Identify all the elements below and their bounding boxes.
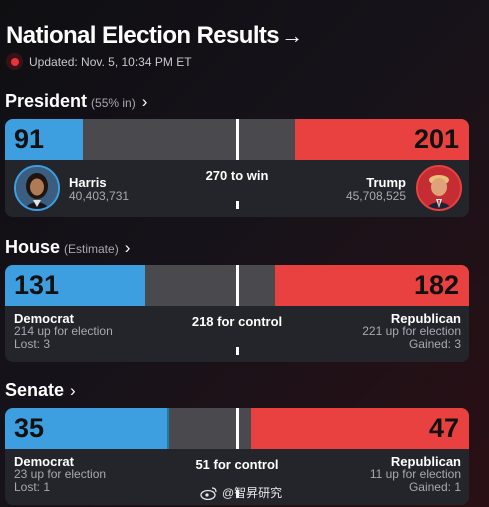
updated-timestamp: Updated: Nov. 5, 10:34 PM ET: [29, 54, 192, 69]
president-reporting: (55% in): [91, 96, 136, 110]
house-rep-party: Republican: [390, 311, 461, 326]
president-section-title[interactable]: President (55% in) ›: [5, 91, 147, 112]
senate-dem-change: Lost: 1: [14, 480, 51, 494]
page-title[interactable]: National Election Results→: [6, 22, 303, 49]
win-threshold-label: 270 to win: [205, 168, 269, 183]
senate-details: 51 for control Democrat 23 up for electi…: [5, 449, 469, 505]
threshold-marker: [236, 265, 239, 306]
senate-independent-segment: [167, 408, 170, 449]
house-dem-up: 214 up for election: [14, 324, 113, 338]
house-rep-change: Gained: 3: [408, 337, 461, 351]
senate-rep-change: Gained: 1: [408, 480, 461, 494]
threshold-marker: [236, 119, 239, 160]
house-dem-change: Lost: 3: [14, 337, 51, 351]
house-label: House: [5, 237, 61, 257]
senate-label: Senate: [5, 380, 65, 400]
house-rep-up: 221 up for election: [362, 324, 461, 338]
trump-votes: 45,708,525: [345, 189, 406, 203]
trump-name: Trump: [366, 175, 406, 190]
page-header[interactable]: National Election Results→: [6, 22, 303, 50]
live-indicator-icon: [6, 53, 23, 70]
house-section-title[interactable]: House (Estimate) ›: [5, 237, 130, 258]
senate-dem-up: 23 up for election: [14, 467, 107, 481]
house-control-threshold: 218 for control: [191, 314, 283, 329]
house-details: 218 for control Democrat 214 up for elec…: [5, 306, 469, 362]
house-dem-segment: [5, 265, 145, 306]
harris-name: Harris: [69, 175, 107, 190]
arrow-right-icon: →: [281, 23, 303, 48]
senate-dem-segment: [5, 408, 168, 449]
update-status: Updated: Nov. 5, 10:34 PM ET: [6, 53, 192, 70]
senate-dem-party: Democrat: [14, 454, 74, 469]
senate-rep-party: Republican: [390, 454, 461, 469]
house-estimate-note: (Estimate): [64, 242, 119, 256]
senate-dem-info: Democrat 23 up for election Lost: 1: [14, 455, 106, 494]
chevron-right-icon: ›: [124, 238, 131, 257]
house-card[interactable]: 131 182 218 for control Democrat 214 up …: [5, 265, 469, 362]
senate-dem-seats: 35: [14, 413, 45, 443]
harris-avatar[interactable]: [14, 165, 60, 211]
page-title-text: National Election Results: [6, 22, 280, 49]
chevron-right-icon: ›: [141, 92, 148, 111]
president-card[interactable]: 91 201 270 to win Harris 40,403,731 Trum…: [5, 119, 469, 217]
senate-rep-segment: [250, 408, 469, 449]
house-dem-party: Democrat: [14, 311, 74, 326]
watermark: @智昇研究: [200, 484, 282, 501]
president-details: 270 to win Harris 40,403,731 Trump 45,70…: [5, 160, 469, 217]
senate-rep-up: 11 up for election: [369, 467, 461, 481]
rep-electoral-votes: 201: [413, 124, 459, 154]
threshold-marker-lower: [236, 347, 239, 355]
chevron-right-icon: ›: [70, 381, 76, 400]
house-rep-segment: [275, 265, 469, 306]
senate-bar: 35 47: [5, 408, 469, 449]
senate-section-title[interactable]: Senate ›: [5, 380, 76, 401]
president-dem-segment: [5, 119, 84, 160]
weibo-icon: [200, 486, 217, 500]
president-label: President: [5, 91, 88, 111]
senate-rep-seats: 47: [428, 413, 459, 443]
president-rep-segment: [295, 119, 469, 160]
harris-votes: 40,403,731: [69, 189, 130, 203]
senate-card[interactable]: 35 47 51 for control Democrat 23 up for …: [5, 408, 469, 505]
house-rep-seats: 182: [413, 270, 459, 300]
house-bar: 131 182: [5, 265, 469, 306]
president-bar: 91 201: [5, 119, 469, 160]
threshold-marker-lower: [236, 201, 239, 209]
threshold-marker-lower: [236, 490, 239, 498]
house-dem-seats: 131: [14, 270, 60, 300]
senate-rep-info: Republican 11 up for election Gained: 1: [370, 455, 461, 494]
threshold-marker: [236, 408, 239, 449]
trump-avatar[interactable]: [416, 165, 462, 211]
dem-electoral-votes: 91: [14, 124, 45, 154]
senate-control-threshold: 51 for control: [195, 457, 279, 472]
watermark-text: @智昇研究: [222, 486, 283, 500]
house-rep-info: Republican 221 up for election Gained: 3: [362, 312, 461, 351]
house-dem-info: Democrat 214 up for election Lost: 3: [14, 312, 113, 351]
